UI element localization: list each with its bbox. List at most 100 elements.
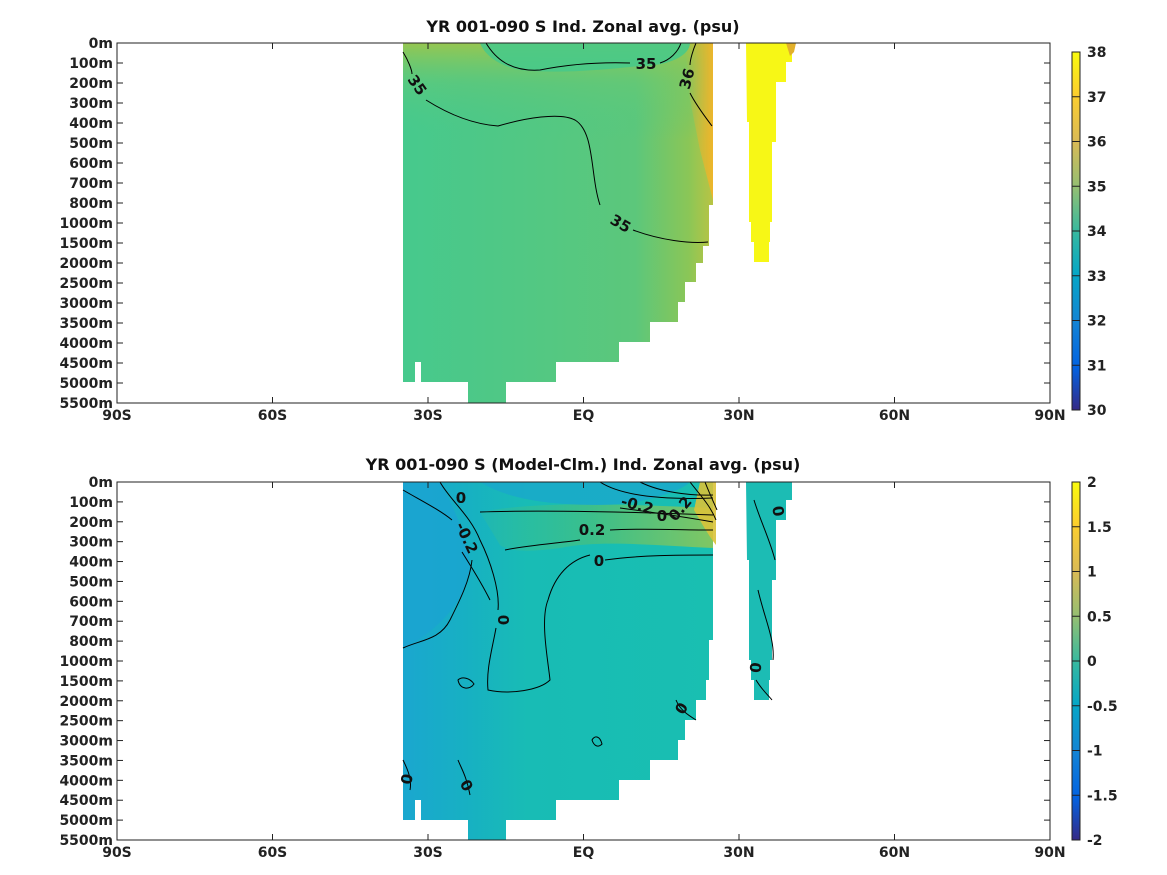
y-tick-label: 500m <box>69 574 113 590</box>
colorbar-tick-label: 35 <box>1087 179 1106 195</box>
y-axis: 0m 100m 200m 300m 400m 500m 600m 700m 800m 1000m 1… <box>59 475 1050 849</box>
contour-36 <box>689 43 713 127</box>
contour-35-top <box>485 43 682 71</box>
y-tick-label: 200m <box>69 515 113 531</box>
colorbar-tick-label: 30 <box>1087 403 1107 419</box>
y-tick-label: 800m <box>69 634 113 650</box>
colorbar-tick-label: 2 <box>1087 475 1097 491</box>
panel-salinity: YR 001-090 S Ind. Zonal avg. (psu) 35 35… <box>59 17 1106 424</box>
y-tick-label: 600m <box>69 594 113 610</box>
contours <box>402 43 713 243</box>
y-tick-label: 5500m <box>59 396 113 412</box>
colorbar-tick-label: 34 <box>1087 224 1107 240</box>
contour-label: 0 <box>456 489 466 507</box>
x-tick-label: 60S <box>258 408 288 424</box>
x-tick-label: 60N <box>879 845 910 861</box>
difference-field: 0 -0.2 -0.2 0 0.2 0.2 0 0 0 0 0 0 0 <box>397 482 792 840</box>
west-negative-anomaly <box>403 482 470 648</box>
y-tick-label: 100m <box>69 495 113 511</box>
y-tick-label: 100m <box>69 56 113 72</box>
salinity-field: 35 35 36 35 <box>402 43 796 403</box>
contour-neg0.2 <box>402 489 491 601</box>
colorbar-tick-label: 38 <box>1087 45 1106 61</box>
colorbar-tick-label: 1.5 <box>1087 520 1112 536</box>
contour-0.2 <box>479 510 714 551</box>
contour-35-upper <box>402 51 709 243</box>
colorbar-tick-label: 31 <box>1087 358 1106 374</box>
y-tick-label: 1000m <box>59 216 113 232</box>
colorbar-tick-label: 0.5 <box>1087 609 1112 625</box>
contour-label: 0 <box>494 615 512 625</box>
y-tick-label: 0m <box>89 36 113 52</box>
y-tick-label: 800m <box>69 196 113 212</box>
contour-0-south <box>402 759 471 796</box>
x-tick-label: 30S <box>413 408 443 424</box>
panel-salinity-difference: YR 001-090 S (Model-Clm.) Ind. Zonal avg… <box>59 455 1117 861</box>
contour-label: 0.2 <box>579 521 606 539</box>
y-tick-label: 2500m <box>59 276 113 292</box>
y-tick-label: 300m <box>69 535 113 551</box>
x-tick-label: 30N <box>723 845 754 861</box>
y-tick-label: 600m <box>69 156 113 172</box>
y-tick-label: 3000m <box>59 296 113 312</box>
x-axis: 90S 60S 30S EQ 30N 60N 90N <box>102 43 1066 424</box>
y-tick-label: 3500m <box>59 753 113 769</box>
surface-negative <box>480 482 690 505</box>
y-tick-label: 4500m <box>59 356 113 372</box>
x-tick-label: EQ <box>573 845 595 861</box>
ocean-section-fill <box>403 482 713 840</box>
y-tick-label: 200m <box>69 76 113 92</box>
contour-east-cluster <box>599 482 718 523</box>
x-tick-label: 90N <box>1034 408 1065 424</box>
north-marginal-sea <box>746 482 792 700</box>
colorbar-tick-label: -1.5 <box>1087 788 1118 804</box>
colorbar-tick-label: -0.5 <box>1087 699 1118 715</box>
contour-label: 0 <box>594 552 604 570</box>
contour-0-west <box>439 482 591 693</box>
contour-label: 0 <box>397 772 417 785</box>
y-tick-label: 400m <box>69 555 113 571</box>
surface-fresh <box>480 43 690 72</box>
x-tick-label: 30N <box>723 408 754 424</box>
y-tick-label: 5000m <box>59 376 113 392</box>
y-tick-label: 700m <box>69 176 113 192</box>
colorbar-tick-label: 0 <box>1087 654 1097 670</box>
north-sliver <box>786 43 796 56</box>
y-tick-label: 4500m <box>59 793 113 809</box>
y-tick-label: 5000m <box>59 813 113 829</box>
contour-0-upper <box>402 554 714 649</box>
y-axis: 0m 100m 200m 300m 400m 500m 600m 700m 800m 1000m 1… <box>59 36 1050 412</box>
colorbar-ticks: 38 37 36 35 34 33 32 31 30 <box>1072 45 1107 419</box>
positive-band <box>480 504 713 551</box>
y-tick-label: 5500m <box>59 833 113 849</box>
colorbar-ticks: 2 1.5 1 0.5 0 -0.5 -1 -1.5 -2 <box>1072 475 1118 849</box>
colorbar-tick-label: -2 <box>1087 833 1103 849</box>
east-boundary-high <box>685 43 713 200</box>
contour-0-small <box>457 677 603 747</box>
x-tick-label: 60S <box>258 845 288 861</box>
y-tick-label: 0m <box>89 475 113 491</box>
colorbar: 2 1.5 1 0.5 0 -0.5 -1 -1.5 -2 <box>1071 475 1118 849</box>
y-tick-label: 2500m <box>59 714 113 730</box>
y-tick-label: 2000m <box>59 694 113 710</box>
colorbar-tick-label: 36 <box>1087 135 1106 151</box>
contour-0-east <box>675 499 776 721</box>
colorbar-tick-label: -1 <box>1087 744 1103 760</box>
colorbar-tick-label: 33 <box>1087 269 1106 285</box>
y-tick-label: 2000m <box>59 256 113 272</box>
colorbar-tick-label: 37 <box>1087 90 1106 106</box>
y-tick-label: 1500m <box>59 236 113 252</box>
y-tick-label: 1500m <box>59 674 113 690</box>
contour-label: 35 <box>636 55 657 73</box>
x-tick-label: 60N <box>879 408 910 424</box>
chart-title: YR 001-090 S Ind. Zonal avg. (psu) <box>425 17 739 36</box>
contour-label: 0 <box>657 507 667 525</box>
chart-title: YR 001-090 S (Model-Clm.) Ind. Zonal avg… <box>365 455 801 474</box>
x-tick-label: 30S <box>413 845 443 861</box>
north-marginal-sea <box>746 43 792 262</box>
colorbar-tick-label: 1 <box>1087 565 1097 581</box>
y-tick-label: 500m <box>69 136 113 152</box>
x-axis: 90S 60S 30S EQ 30N 60N 90N <box>102 482 1066 861</box>
contours <box>402 482 776 796</box>
